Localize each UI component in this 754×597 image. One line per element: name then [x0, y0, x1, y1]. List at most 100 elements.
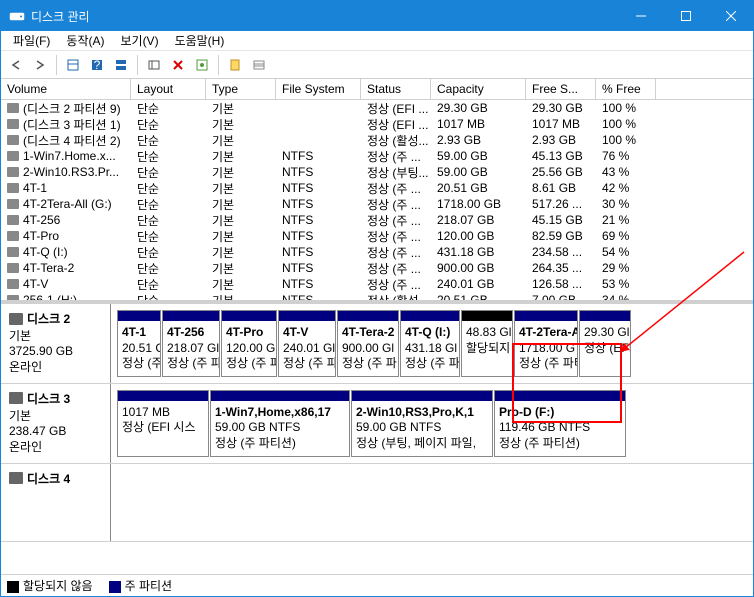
partition[interactable]: 29.30 Gl정상 (EFI [579, 310, 631, 377]
cell: 단순 [131, 244, 206, 261]
cell: 단순 [131, 260, 206, 277]
disk-label[interactable]: 디스크 4 [1, 464, 111, 541]
partition[interactable]: 1017 MB정상 (EFI 시스 [117, 390, 209, 457]
window-buttons [618, 1, 753, 31]
cell: 정상 (주 ... [361, 148, 431, 165]
partition[interactable]: 4T-Q (I:)431.18 Gl정상 (주 파 [400, 310, 460, 377]
volume-row[interactable]: (디스크 3 파티션 1)단순기본정상 (EFI ...1017 MB1017 … [1, 116, 753, 132]
cell: 정상 (활성... [361, 132, 431, 149]
forward-button[interactable] [29, 54, 51, 76]
cell: 29 % [596, 261, 656, 275]
menu-view[interactable]: 보기(V) [112, 30, 166, 51]
content-area: VolumeLayoutTypeFile SystemStatusCapacit… [1, 79, 753, 596]
volume-icon [7, 215, 19, 225]
column-header[interactable]: Type [206, 79, 276, 99]
cell: 단순 [131, 164, 206, 181]
cell: 4T-Tera-2 [1, 261, 131, 275]
list-button[interactable] [248, 54, 270, 76]
minimize-button[interactable] [618, 1, 663, 31]
volume-row[interactable]: (디스크 4 파티션 2)단순기본정상 (활성...2.93 GB2.93 GB… [1, 132, 753, 148]
cell: 기본 [206, 148, 276, 165]
cell: 53 % [596, 277, 656, 291]
view1-button[interactable] [62, 54, 84, 76]
volume-row[interactable]: 4T-1단순기본NTFS정상 (주 ...20.51 GB8.61 GB42 % [1, 180, 753, 196]
cell: (디스크 4 파티션 2) [1, 132, 131, 149]
maximize-button[interactable] [663, 1, 708, 31]
disk-icon [9, 472, 23, 484]
disk-label[interactable]: 디스크 2기본3725.90 GB온라인 [1, 304, 111, 383]
partition[interactable]: 4T-120.51 Gl정상 (주 [117, 310, 161, 377]
column-header[interactable]: Capacity [431, 79, 526, 99]
partition[interactable]: 4T-256218.07 Gl정상 (주 파 [162, 310, 220, 377]
cell: 34 % [596, 293, 656, 300]
back-button[interactable] [5, 54, 27, 76]
column-header[interactable]: % Free [596, 79, 656, 99]
properties-button[interactable] [191, 54, 213, 76]
cell: 45.15 GB [526, 213, 596, 227]
disk-partitions: 4T-120.51 Gl정상 (주4T-256218.07 Gl정상 (주 파4… [111, 304, 753, 383]
cell: NTFS [276, 197, 361, 211]
volume-row[interactable]: 4T-Pro단순기본NTFS정상 (주 ...120.00 GB82.59 GB… [1, 228, 753, 244]
partition[interactable]: 4T-Pro120.00 G정상 (주 피 [221, 310, 277, 377]
partition[interactable]: 4T-Tera-2900.00 Gl정상 (주 파티 [337, 310, 399, 377]
disk-partitions: 1017 MB정상 (EFI 시스1-Win7,Home,x86,1759.00… [111, 384, 753, 463]
refresh-button[interactable] [143, 54, 165, 76]
cell: (디스크 2 파티션 9) [1, 100, 131, 117]
cell: 정상 (주 ... [361, 244, 431, 261]
svg-text:?: ? [94, 58, 101, 72]
cell: NTFS [276, 181, 361, 195]
volume-row[interactable]: 4T-256단순기본NTFS정상 (주 ...218.07 GB45.15 GB… [1, 212, 753, 228]
cell: 234.58 ... [526, 245, 596, 259]
volume-row[interactable]: (디스크 2 파티션 9)단순기본정상 (EFI ...29.30 GB29.3… [1, 100, 753, 116]
new-button[interactable] [224, 54, 246, 76]
column-header[interactable]: Layout [131, 79, 206, 99]
volume-row[interactable]: 4T-V단순기본NTFS정상 (주 ...240.01 GB126.58 ...… [1, 276, 753, 292]
disk-label[interactable]: 디스크 3기본238.47 GB온라인 [1, 384, 111, 463]
partition[interactable]: 48.83 Gl할당되지 [461, 310, 513, 377]
column-header[interactable]: File System [276, 79, 361, 99]
partition[interactable]: 2-Win10,RS3,Pro,K,159.00 GB NTFS정상 (부팅, … [351, 390, 493, 457]
volume-icon [7, 263, 19, 273]
cell: 기본 [206, 100, 276, 117]
cell: 4T-256 [1, 213, 131, 227]
grid-body[interactable]: (디스크 2 파티션 9)단순기본정상 (EFI ...29.30 GB29.3… [1, 100, 753, 300]
cell: 21 % [596, 213, 656, 227]
cell: 76 % [596, 149, 656, 163]
menu-file[interactable]: 파일(F) [5, 30, 58, 51]
titlebar: 디스크 관리 [1, 1, 753, 31]
disk-layout-pane[interactable]: 디스크 2기본3725.90 GB온라인4T-120.51 Gl정상 (주4T-… [1, 304, 753, 574]
column-header[interactable]: Free S... [526, 79, 596, 99]
partition[interactable]: 4T-2Tera-A1718.00 G정상 (주 파티 [514, 310, 578, 377]
partition[interactable]: Pro-D (F:)119.46 GB NTFS정상 (주 파티션) [494, 390, 626, 457]
menu-action[interactable]: 동작(A) [58, 30, 112, 51]
volume-row[interactable]: 4T-Q (I:)단순기본NTFS정상 (주 ...431.18 GB234.5… [1, 244, 753, 260]
volume-row[interactable]: 2-Win10.RS3.Pr...단순기본NTFS정상 (부팅...59.00 … [1, 164, 753, 180]
cell: 기본 [206, 116, 276, 133]
volume-row[interactable]: 1-Win7.Home.x...단순기본NTFS정상 (주 ...59.00 G… [1, 148, 753, 164]
disk-row: 디스크 2기본3725.90 GB온라인4T-120.51 Gl정상 (주4T-… [1, 304, 753, 384]
menu-help[interactable]: 도움말(H) [167, 30, 233, 51]
cell: 126.58 ... [526, 277, 596, 291]
volume-icon [7, 103, 19, 113]
view2-button[interactable] [110, 54, 132, 76]
cell: 30 % [596, 197, 656, 211]
column-header[interactable]: Volume [1, 79, 131, 99]
disk-icon [9, 392, 23, 404]
volume-row[interactable]: 256-1 (H:)단순기본NTFS정상 (활성...20.51 GB7.00 … [1, 292, 753, 300]
delete-button[interactable] [167, 54, 189, 76]
partition[interactable]: 1-Win7,Home,x86,1759.00 GB NTFS정상 (주 파티션… [210, 390, 350, 457]
partition[interactable]: 4T-V240.01 Gl정상 (주 파 [278, 310, 336, 377]
column-header[interactable]: Status [361, 79, 431, 99]
cell: 4T-Pro [1, 229, 131, 243]
cell: 240.01 GB [431, 277, 526, 291]
cell: 100 % [596, 117, 656, 131]
cell: 25.56 GB [526, 165, 596, 179]
help-button[interactable]: ? [86, 54, 108, 76]
cell: 단순 [131, 180, 206, 197]
volume-row[interactable]: 4T-Tera-2단순기본NTFS정상 (주 ...900.00 GB264.3… [1, 260, 753, 276]
close-button[interactable] [708, 1, 753, 31]
cell: 기본 [206, 180, 276, 197]
cell: 2-Win10.RS3.Pr... [1, 165, 131, 179]
cell: 1718.00 GB [431, 197, 526, 211]
volume-row[interactable]: 4T-2Tera-All (G:)단순기본NTFS정상 (주 ...1718.0… [1, 196, 753, 212]
